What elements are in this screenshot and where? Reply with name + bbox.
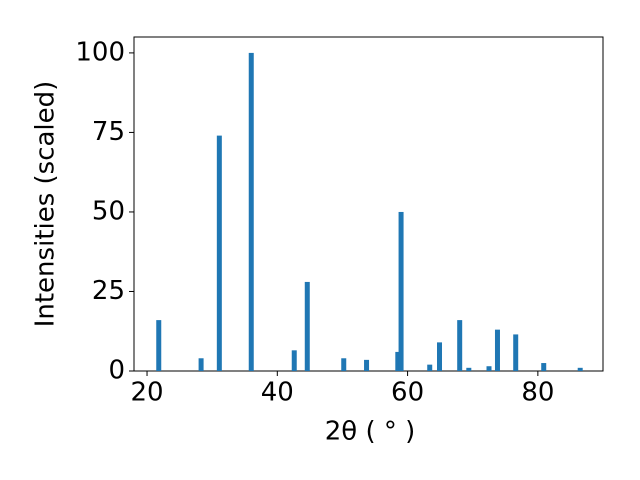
- bar: [156, 320, 162, 371]
- x-tick-label: 60: [391, 378, 424, 408]
- bar: [494, 329, 500, 371]
- bar: [437, 342, 443, 371]
- y-tick-label: 75: [92, 117, 125, 147]
- bar: [513, 334, 519, 371]
- bar: [457, 320, 463, 371]
- bar: [577, 367, 583, 371]
- x-tick-label: 20: [130, 378, 163, 408]
- bar: [427, 364, 433, 371]
- bar: [248, 52, 254, 372]
- bar: [304, 281, 310, 371]
- bar: [541, 363, 547, 371]
- x-tick-label: 80: [521, 378, 554, 408]
- bar: [398, 211, 404, 371]
- bar: [291, 350, 297, 371]
- y-tick-label: 50: [92, 196, 125, 226]
- axes-frame: [133, 36, 604, 372]
- bar: [341, 358, 347, 371]
- x-tick-label: 40: [261, 378, 294, 408]
- bar: [466, 367, 472, 371]
- y-axis-label: Intensities (scaled): [31, 81, 61, 328]
- bar: [216, 135, 222, 371]
- bar: [364, 359, 370, 371]
- bar: [198, 358, 204, 371]
- y-tick-label: 0: [108, 356, 125, 386]
- y-tick-label: 100: [75, 37, 125, 67]
- x-axis-label: 2θ ( ° ): [325, 417, 416, 447]
- bar: [395, 351, 401, 371]
- y-tick-label: 25: [92, 276, 125, 306]
- bar: [486, 366, 492, 371]
